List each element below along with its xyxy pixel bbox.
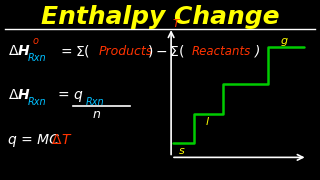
Text: ): ) — [255, 44, 260, 58]
Text: n: n — [92, 108, 100, 121]
Text: $) - \Sigma($: $) - \Sigma($ — [147, 43, 184, 59]
Text: Products: Products — [99, 45, 153, 58]
Text: T: T — [61, 133, 69, 147]
Text: g: g — [281, 36, 288, 46]
Text: Reactants: Reactants — [192, 45, 251, 58]
Text: s: s — [179, 146, 184, 156]
Text: $\Delta$H: $\Delta$H — [8, 44, 30, 58]
Text: $\Delta$: $\Delta$ — [51, 133, 63, 147]
Text: q = MC: q = MC — [8, 133, 59, 147]
Text: Enthalpy Change: Enthalpy Change — [41, 5, 279, 29]
Text: $= \Sigma($: $= \Sigma($ — [58, 43, 90, 59]
Text: o: o — [32, 36, 38, 46]
Text: Rxn: Rxn — [85, 97, 104, 107]
Text: $\Delta$H: $\Delta$H — [8, 88, 30, 102]
Text: = q: = q — [58, 88, 83, 102]
Text: Rxn: Rxn — [28, 53, 46, 63]
Text: l: l — [206, 117, 209, 127]
Text: Rxn: Rxn — [28, 97, 46, 107]
Text: T: T — [173, 19, 180, 29]
